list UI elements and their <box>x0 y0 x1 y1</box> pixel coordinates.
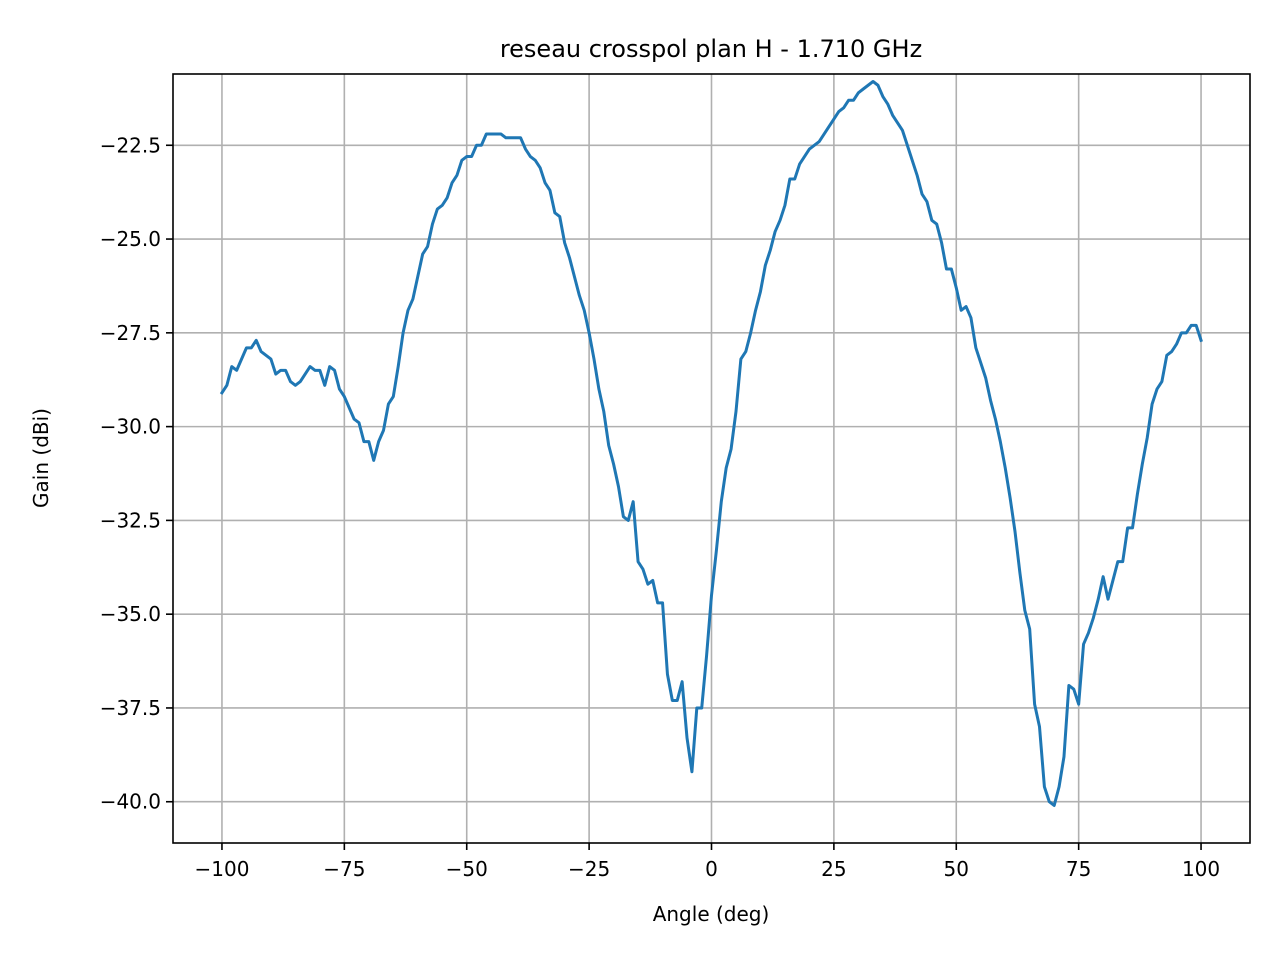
x-tick-label: −50 <box>446 857 488 881</box>
series-layer <box>219 80 1203 807</box>
y-tick-label: −40.0 <box>100 790 161 814</box>
y-tick-label: −22.5 <box>100 133 161 157</box>
y-axis-label: Gain (dBi) <box>29 408 53 508</box>
x-tick-label: 100 <box>1182 857 1220 881</box>
x-tick-label: −100 <box>194 857 249 881</box>
x-tick-label: 75 <box>1066 857 1091 881</box>
y-tick-label: −30.0 <box>100 415 161 439</box>
grid-lines <box>173 74 1250 843</box>
x-tick-label: 0 <box>705 857 718 881</box>
x-axis: −100 −75 −50 −25 0 25 50 75 100 <box>194 843 1220 881</box>
x-tick-label: −25 <box>568 857 610 881</box>
x-axis-label: Angle (deg) <box>653 902 770 926</box>
series-line-0 <box>219 80 1203 807</box>
x-tick-label: −75 <box>323 857 365 881</box>
y-axis: −22.5 −25.0 −27.5 −30.0 −32.5 −35.0 −37.5 −40.0 <box>100 133 173 814</box>
x-tick-label: 50 <box>944 857 969 881</box>
y-tick-label: −37.5 <box>100 696 161 720</box>
y-tick-label: −35.0 <box>100 602 161 626</box>
y-tick-label: −27.5 <box>100 321 161 345</box>
chart-title: reseau crosspol plan H - 1.710 GHz <box>500 35 922 63</box>
y-tick-label: −32.5 <box>100 508 161 532</box>
y-tick-label: −25.0 <box>100 227 161 251</box>
x-tick-label: 25 <box>821 857 846 881</box>
